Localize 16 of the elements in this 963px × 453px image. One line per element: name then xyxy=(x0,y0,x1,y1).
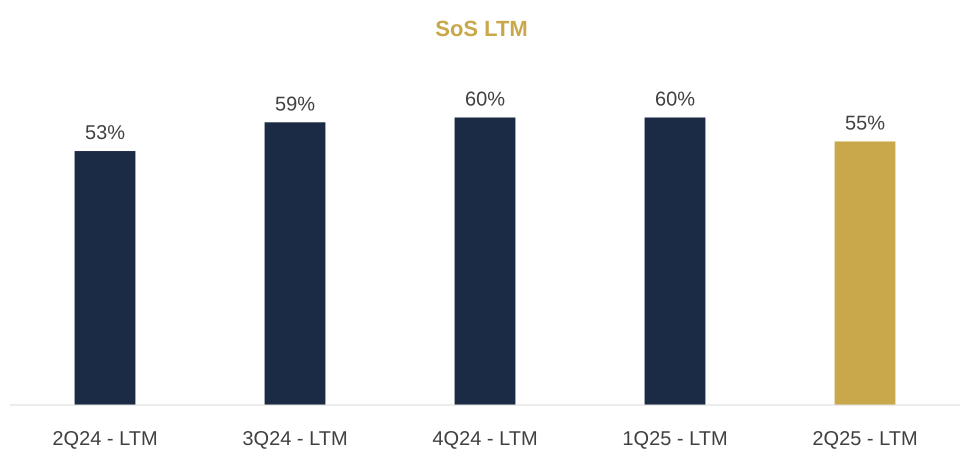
bar xyxy=(834,141,896,405)
x-tick-label: 2Q24 - LTM xyxy=(52,428,158,450)
chart-title: SoS LTM xyxy=(435,16,528,41)
data-label: 55% xyxy=(844,112,886,134)
data-label: 60% xyxy=(464,88,506,110)
bar xyxy=(74,151,136,405)
x-tick-label: 3Q24 - LTM xyxy=(242,428,348,450)
bar xyxy=(644,118,706,405)
x-tick-label: 2Q25 - LTM xyxy=(812,428,918,450)
data-label: 53% xyxy=(84,122,126,144)
data-label: 59% xyxy=(274,93,316,116)
x-tick-label: 4Q24 - LTM xyxy=(432,428,538,450)
bar xyxy=(454,118,516,405)
x-tick-label: 1Q25 - LTM xyxy=(622,428,728,450)
bar xyxy=(264,122,326,405)
data-label: 60% xyxy=(654,88,696,110)
